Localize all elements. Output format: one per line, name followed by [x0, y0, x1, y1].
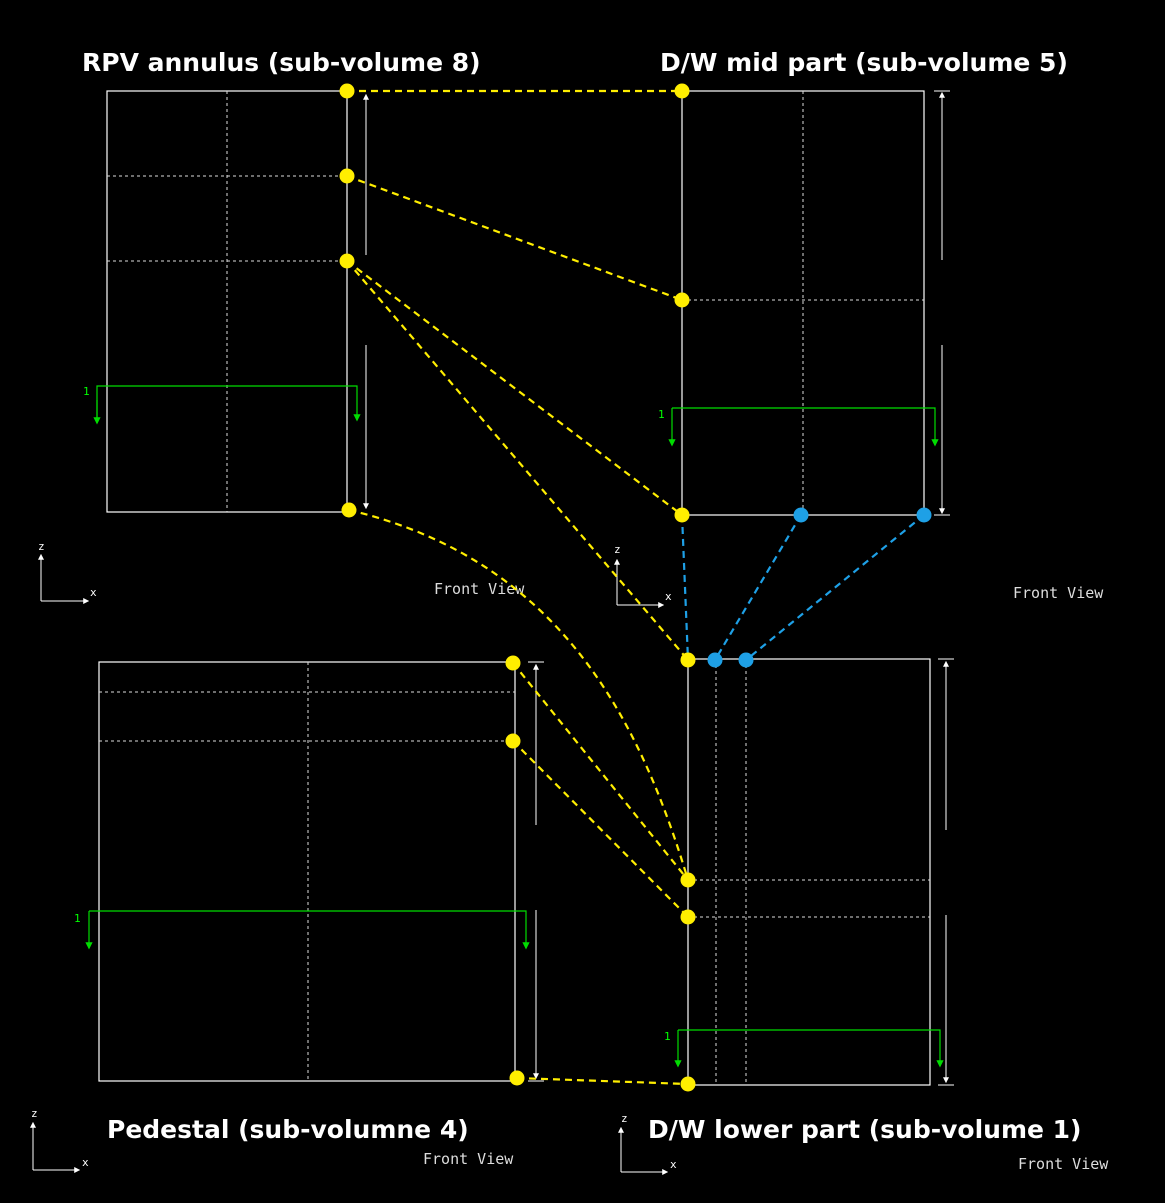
yellow-link — [516, 1076, 689, 1086]
rpv-flow-arrow: 1 — [83, 385, 361, 425]
yellow-node — [680, 909, 696, 925]
yellow-link — [346, 260, 683, 516]
dw-mid-flow-label: 1 — [658, 408, 665, 421]
blue-node — [916, 507, 932, 523]
svg-text:x: x — [82, 1156, 89, 1169]
yellow-node — [674, 83, 690, 99]
axis-triad-dw-lower: z x — [618, 1112, 677, 1175]
blue-node — [707, 652, 723, 668]
axis-triad-dw-mid: z x — [614, 543, 672, 608]
yellow-node — [505, 655, 521, 671]
pedestal-title: Pedestal (sub-volumne 4) — [107, 1115, 469, 1144]
yellow-node — [339, 253, 355, 269]
yellow-node — [680, 652, 696, 668]
rpv-annulus-panel: 1 — [83, 90, 369, 513]
yellow-node — [341, 502, 357, 518]
yellow-link — [346, 260, 689, 661]
blue-link — [745, 514, 925, 661]
axis-triad-rpv: z x — [38, 540, 97, 604]
blue-nodes — [707, 507, 932, 668]
pedestal-panel: 1 — [74, 661, 544, 1082]
yellow-node — [509, 1070, 525, 1086]
yellow-link — [346, 174, 683, 302]
pedestal-flow-label: 1 — [74, 912, 81, 925]
svg-text:x: x — [665, 590, 672, 603]
dw-mid-panel: 1 — [658, 90, 950, 516]
yellow-connections — [346, 89, 690, 1086]
dw-lower-front-view-label: Front View — [1018, 1155, 1109, 1173]
dw-lower-flow-label: 1 — [664, 1030, 671, 1043]
blue-link — [680, 514, 690, 661]
yellow-node — [339, 83, 355, 99]
yellow-link — [348, 508, 690, 881]
svg-text:x: x — [90, 586, 97, 599]
pedestal-flow-arrow: 1 — [74, 910, 530, 950]
dw-lower-title: D/W lower part (sub-volume 1) — [648, 1115, 1082, 1144]
axis-triad-pedestal: z x — [30, 1107, 89, 1173]
svg-text:z: z — [614, 543, 621, 556]
svg-text:z: z — [31, 1107, 38, 1120]
yellow-node — [674, 507, 690, 523]
blue-node — [738, 652, 754, 668]
dw-mid-height-dimension — [934, 90, 950, 516]
yellow-nodes — [339, 83, 696, 1092]
dw-lower-flow-arrow: 1 — [664, 1029, 944, 1068]
blue-connections — [680, 514, 925, 661]
yellow-node — [339, 168, 355, 184]
dw-lower-height-dimension — [938, 658, 954, 1086]
blue-node — [793, 507, 809, 523]
svg-text:z: z — [621, 1112, 628, 1125]
yellow-node — [680, 872, 696, 888]
dw-mid-flow-arrow: 1 — [658, 407, 939, 447]
rpv-annulus-title: RPV annulus (sub-volume 8) — [82, 48, 481, 77]
dw-mid-title: D/W mid part (sub-volume 5) — [660, 48, 1068, 77]
rpv-front-view-label: Front View — [434, 580, 525, 598]
yellow-node — [674, 292, 690, 308]
svg-text:x: x — [670, 1158, 677, 1171]
dw-mid-front-view-label: Front View — [1013, 584, 1104, 602]
yellow-link — [512, 662, 689, 881]
svg-text:z: z — [38, 540, 45, 553]
yellow-node — [505, 733, 521, 749]
pedestal-height-dimension — [528, 661, 544, 1082]
rpv-flow-label: 1 — [83, 385, 90, 398]
yellow-node — [680, 1076, 696, 1092]
dw-lower-panel: 1 — [664, 658, 954, 1086]
yellow-link — [512, 740, 689, 918]
pedestal-front-view-label: Front View — [423, 1150, 514, 1168]
blue-link — [714, 514, 802, 661]
